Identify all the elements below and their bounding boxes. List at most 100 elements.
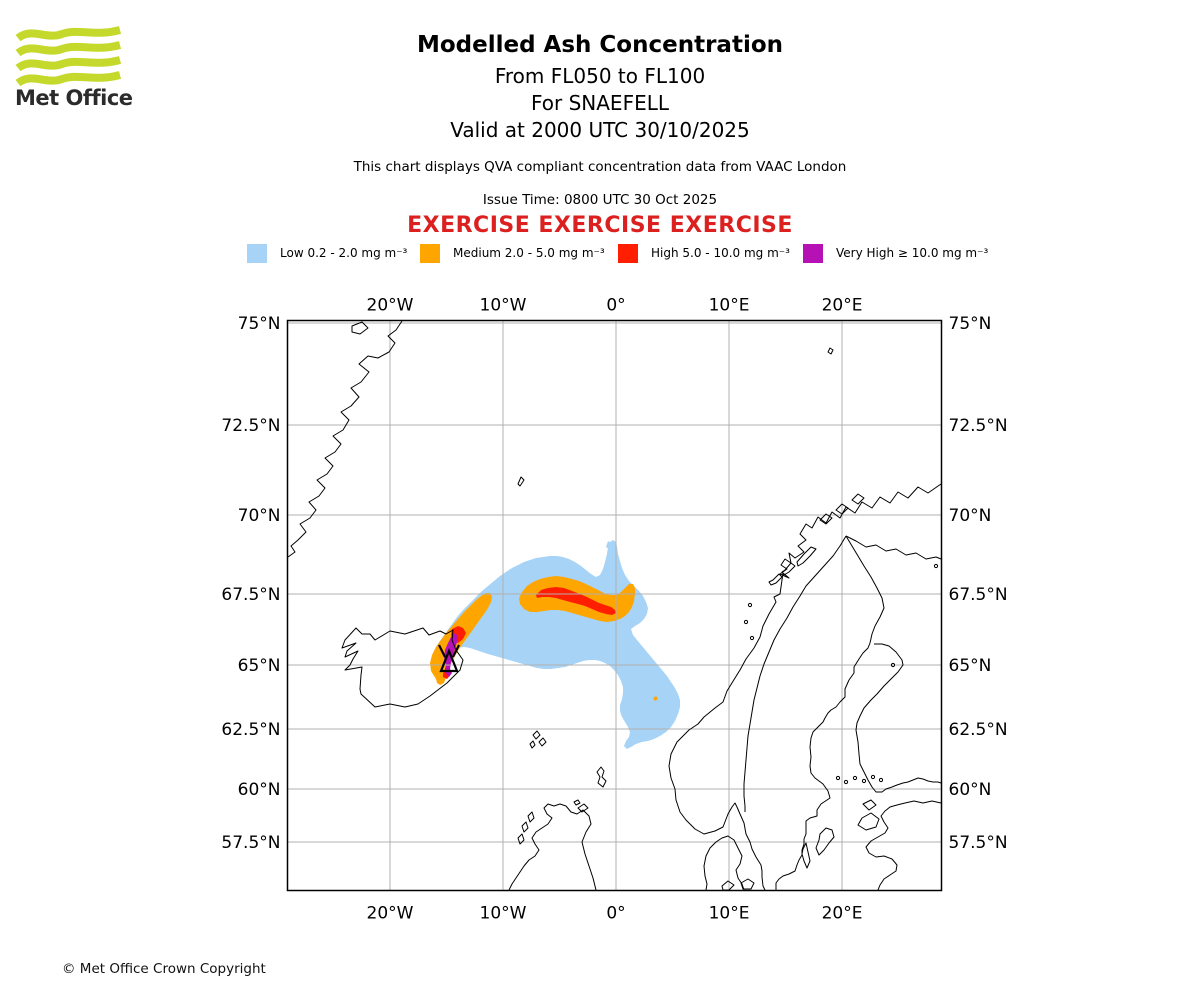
island-dot [749,635,755,641]
legend-label-low: Low 0.2 - 2.0 mg m⁻³ [280,246,408,260]
volcano-vent-line [438,644,446,658]
island-dot [878,777,884,783]
coast-tromso-2 [835,503,849,515]
coast-orkney-1 [577,803,589,813]
coast-greenland [287,320,403,558]
island-dot [890,662,896,668]
lat-tick-right: 62.5°N [949,720,1008,740]
coast-iceland [341,627,464,708]
island-dot [933,563,939,569]
legend-item-low: Low 0.2 - 2.0 mg m⁻³ [247,243,407,263]
island-dot [835,775,841,781]
page-title: Modelled Ash Concentration [416,32,784,58]
coast-lofoten-2 [781,562,796,576]
legend-swatch-low [247,243,267,263]
lon-tick-bottom: 20°E [822,904,863,924]
coast-hebrides-1 [527,811,535,823]
coast-tromso-1 [819,513,833,525]
exercise-banner: EXERCISE EXERCISE EXERCISE [407,213,793,238]
coast-lofoten-3 [768,573,783,586]
map-frame [286,319,943,892]
coast-oland [801,842,811,869]
lat-tick-left: 57.5°N [221,833,280,853]
lon-tick-top: 0° [606,296,625,316]
volcano-triangle-icon [439,648,459,673]
lon-tick-top: 10°W [480,296,527,316]
coast-sweden-east-coast [775,642,871,890]
lat-tick-left: 75°N [238,314,281,334]
island-dot [747,602,753,608]
met-office-logo-waves [15,26,122,87]
plume-low [431,540,680,749]
met-office-logo-text: Met Office [15,86,133,110]
lat-tick-left: 70°N [238,506,281,526]
lon-tick-bottom: 20°W [367,904,414,924]
coast-sweden-finland-border [845,535,885,644]
lon-tick-bottom: 10°W [480,904,527,924]
coast-shetland [596,766,607,788]
legend-label-medium: Medium 2.0 - 5.0 mg m⁻³ [453,246,605,260]
coast-faroe-2 [538,737,547,747]
coast-zealand [740,878,755,890]
coast-faroe-1 [532,730,541,740]
coast-hebrides-3 [517,833,525,845]
coast-jutland [703,835,745,891]
lon-tick-top: 20°E [822,296,863,316]
volcano-marker [438,644,460,673]
island-dot [743,619,749,625]
island-dot [861,778,867,784]
coast-gotland [815,827,835,856]
issue-time: Issue Time: 0800 UTC 30 Oct 2025 [482,192,718,208]
coast-bear-island [827,347,834,355]
lat-tick-left: 72.5°N [221,416,280,436]
coast-saaremaa [857,812,880,831]
subtitle-volcano: For SNAEFELL [530,91,669,115]
qva-note: This chart displays QVA compliant concen… [353,159,847,175]
graticule [287,320,942,891]
legend-item-high: High 5.0 - 10.0 mg m⁻³ [618,243,790,263]
legend-swatch-high [618,243,638,263]
coast-norway-finland-border [845,535,942,560]
legend-label-very-high: Very High ≥ 10.0 mg m⁻³ [836,246,989,260]
lat-tick-right: 72.5°N [949,416,1008,436]
coast-hebrides-2 [521,821,529,833]
coast-britain [508,803,597,891]
lon-tick-top: 20°W [367,296,414,316]
lat-tick-right: 65°N [949,656,992,676]
lat-tick-left: 67.5°N [221,585,280,605]
copyright-notice: © Met Office Crown Copyright [62,961,266,977]
coast-funen [721,880,735,891]
coast-norway-sweden-border [743,535,847,812]
lat-tick-left: 65°N [238,656,281,676]
island-dot [843,779,849,785]
legend-swatch-medium [420,243,440,263]
legend-item-medium: Medium 2.0 - 5.0 mg m⁻³ [420,243,605,263]
plume-medium-dot [653,696,658,701]
coastlines [287,320,942,891]
volcano-vent-line [452,644,460,658]
plume-low-speck [606,541,611,549]
subtitle-valid-time: Valid at 2000 UTC 30/10/2025 [450,118,750,142]
coast-faroe-3 [529,740,536,749]
coast-estonia-latvia-coast [865,800,942,891]
lat-tick-right: 67.5°N [949,585,1008,605]
lat-tick-left: 62.5°N [221,720,280,740]
lon-tick-top: 10°E [709,296,750,316]
legend-swatch-very-high [803,243,823,263]
ash-plumes [430,540,680,749]
lat-tick-right: 70°N [949,506,992,526]
coast-hiiumaa [862,799,877,811]
coast-finland-coast [855,643,942,793]
lat-tick-right: 57.5°N [949,833,1008,853]
subtitle-flight-levels: From FL050 to FL100 [494,64,706,88]
legend-label-high: High 5.0 - 10.0 mg m⁻³ [651,246,790,260]
plume-medium-speck [481,602,487,609]
lat-tick-right: 60°N [949,780,992,800]
coast-norway-sweden-coast [668,483,942,891]
lon-tick-bottom: 10°E [709,904,750,924]
lon-tick-bottom: 0° [606,904,625,924]
met-office-logo [15,26,122,87]
coast-tromso-3 [851,493,865,505]
coast-lofoten-1 [796,546,817,567]
